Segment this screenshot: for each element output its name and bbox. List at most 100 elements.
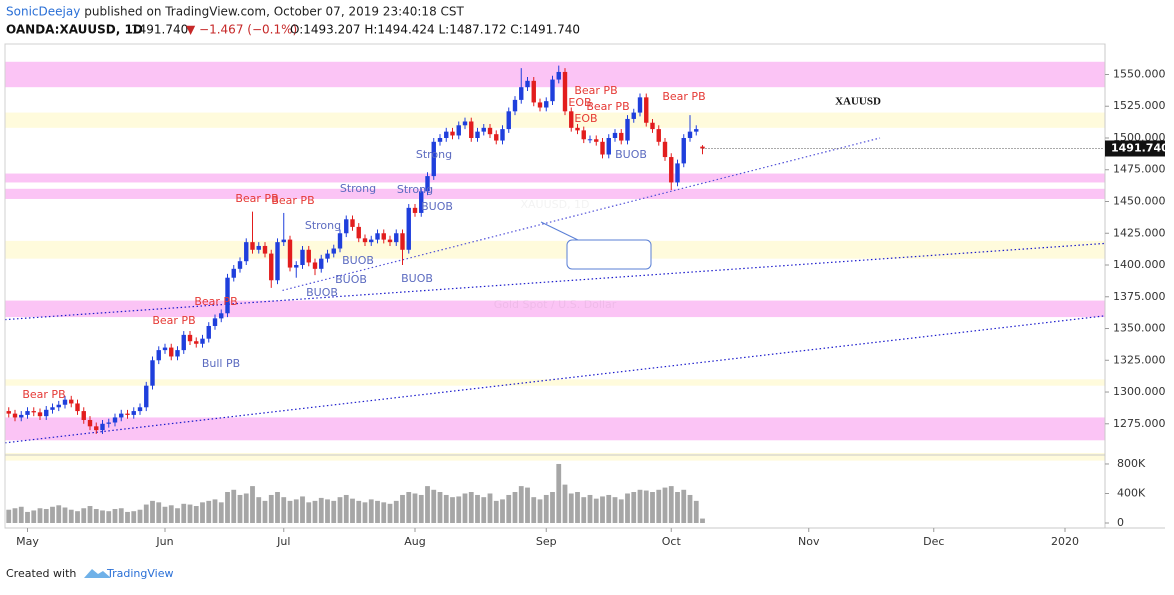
candle-body (62, 399, 68, 405)
candle-body (287, 239, 293, 268)
volume-bar (625, 493, 630, 523)
volume-bar (700, 518, 705, 523)
candle-body (212, 318, 218, 326)
x-tick-label: Sep (536, 535, 557, 548)
volume-bar (237, 494, 243, 523)
volume-bar (300, 496, 305, 523)
candle-body (119, 413, 124, 418)
volume-bar (318, 497, 324, 523)
volume-bar (18, 506, 24, 523)
y-tick-label: 1550.000 (1113, 67, 1166, 80)
candle-body (281, 239, 286, 243)
volume-bar (568, 493, 574, 523)
volume-bar (668, 486, 674, 523)
y-tick-label: 1375.000 (1113, 290, 1166, 303)
volume-bar (281, 497, 287, 523)
candle-body (556, 71, 561, 80)
candle-body (619, 132, 624, 141)
volume-bar (87, 506, 93, 523)
volume-bar (262, 500, 268, 523)
candle-body (269, 253, 274, 281)
volume-bar (231, 489, 237, 523)
chart-title: XAUUSD (835, 96, 881, 108)
candle-body (312, 262, 318, 269)
volume-bar (481, 497, 487, 523)
volume-bar (162, 506, 168, 523)
candle-body (325, 253, 330, 259)
volume-bar (293, 499, 299, 523)
volume-bar (62, 507, 68, 523)
y-tick-label: 1400.000 (1113, 258, 1166, 271)
volume-bar (25, 511, 30, 523)
candle-body (162, 347, 168, 351)
annotation: Bear PB (574, 84, 617, 97)
volume-bar (193, 506, 199, 523)
author[interactable]: SonicDeejay (6, 5, 80, 19)
brand[interactable]: TradingView (106, 567, 173, 580)
candle-body (356, 226, 361, 239)
candle-body (69, 399, 74, 404)
candle-body (469, 121, 474, 138)
candle-body (169, 347, 174, 357)
v-tick-label: 400K (1117, 486, 1146, 499)
annotation: EOB (568, 96, 591, 109)
candle-body (487, 127, 493, 135)
zone (5, 300, 1105, 318)
candle-body (219, 313, 224, 319)
candle-body (681, 137, 686, 164)
volume-bar (350, 498, 355, 523)
candle-body (344, 219, 349, 234)
volume-bar (587, 494, 593, 523)
x-tick-label: Jun (155, 535, 173, 548)
candle-body (631, 112, 636, 119)
candle-body (44, 409, 49, 417)
volume-bar (412, 493, 418, 523)
candle-body (350, 219, 355, 227)
volume-bar (37, 508, 43, 523)
annotation: Strong (397, 183, 433, 196)
x-tick-label: May (16, 535, 39, 548)
candle-body (200, 338, 205, 344)
volume-bar (487, 493, 493, 523)
candle-body (100, 423, 105, 431)
candle-body (425, 176, 430, 192)
volume-bar (525, 487, 530, 523)
candle-body (19, 414, 24, 418)
candle-body (506, 111, 511, 130)
x-tick-label: Nov (798, 535, 820, 548)
volume-bar (68, 509, 74, 523)
candle-body (56, 404, 61, 408)
volume-bar (181, 503, 187, 523)
volume-bar (550, 492, 555, 523)
y-tick-label: 1350.000 (1113, 322, 1166, 335)
trend-line (282, 137, 881, 291)
zone (5, 112, 1105, 128)
volume-bar (468, 492, 474, 523)
annotation: Bear PB (271, 194, 314, 207)
volume-bar (93, 508, 99, 523)
trend-line (4, 315, 1106, 444)
volume-bar (218, 502, 224, 523)
y-tick-label: 1450.000 (1113, 195, 1166, 208)
volume-bar (212, 499, 218, 523)
annotation: Bull PB (202, 357, 240, 370)
candle-body (575, 127, 580, 131)
candle-body (31, 411, 36, 413)
candle-body (662, 141, 668, 158)
volume-bar (400, 494, 405, 523)
annotation: Bear PB (235, 192, 278, 205)
annotation: Strong (340, 182, 376, 195)
annotation: Strong (305, 219, 341, 232)
candle-body (369, 239, 374, 243)
watermark: Gold Spot / U.S. Dollar (494, 298, 617, 311)
candle-body (87, 419, 93, 427)
volume-bar (556, 463, 562, 523)
candle-body (319, 258, 324, 269)
y-tick-label: 1275.000 (1113, 417, 1166, 430)
candle-body (81, 411, 86, 420)
volume-bar (437, 492, 443, 523)
volume-bar (362, 502, 368, 523)
candle-body (206, 325, 211, 339)
volume-bar (131, 511, 137, 523)
y-tick-label: 1425.000 (1113, 226, 1166, 239)
